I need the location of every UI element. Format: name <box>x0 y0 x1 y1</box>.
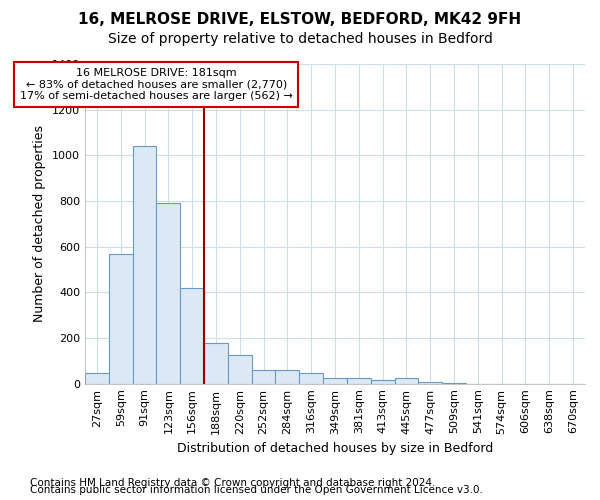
Text: Contains public sector information licensed under the Open Government Licence v3: Contains public sector information licen… <box>30 485 483 495</box>
Bar <box>347 378 371 384</box>
X-axis label: Distribution of detached houses by size in Bedford: Distribution of detached houses by size … <box>177 442 493 455</box>
Bar <box>395 378 418 384</box>
Text: 16 MELROSE DRIVE: 181sqm
← 83% of detached houses are smaller (2,770)
17% of sem: 16 MELROSE DRIVE: 181sqm ← 83% of detach… <box>20 68 293 101</box>
Bar <box>442 382 466 384</box>
Bar <box>228 355 251 384</box>
Bar <box>275 370 299 384</box>
Bar <box>418 382 442 384</box>
Bar <box>180 288 204 384</box>
Bar <box>323 378 347 384</box>
Bar <box>133 146 157 384</box>
Bar <box>157 204 180 384</box>
Y-axis label: Number of detached properties: Number of detached properties <box>34 126 46 322</box>
Bar <box>299 372 323 384</box>
Text: Contains HM Land Registry data © Crown copyright and database right 2024.: Contains HM Land Registry data © Crown c… <box>30 478 436 488</box>
Bar <box>204 342 228 384</box>
Bar <box>85 372 109 384</box>
Bar <box>109 254 133 384</box>
Text: Size of property relative to detached houses in Bedford: Size of property relative to detached ho… <box>107 32 493 46</box>
Text: 16, MELROSE DRIVE, ELSTOW, BEDFORD, MK42 9FH: 16, MELROSE DRIVE, ELSTOW, BEDFORD, MK42… <box>79 12 521 28</box>
Bar <box>251 370 275 384</box>
Bar <box>371 380 395 384</box>
